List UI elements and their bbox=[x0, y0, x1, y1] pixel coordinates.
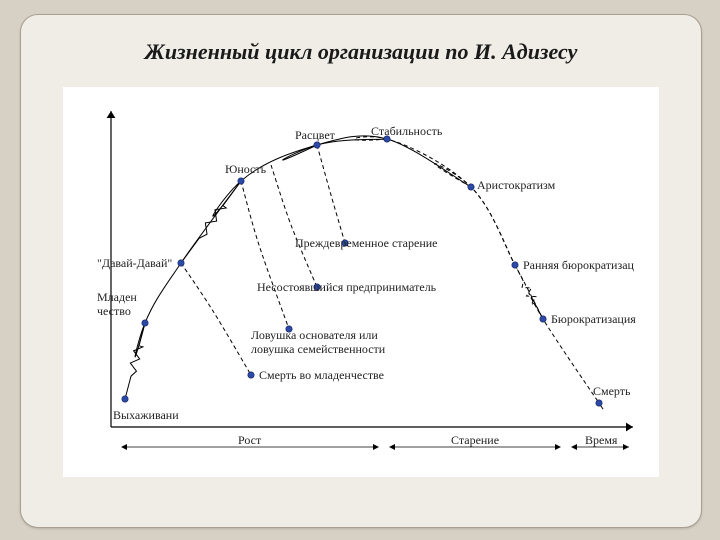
curve-point-label: Младенчество bbox=[97, 291, 137, 319]
curve-point-label: Выхаживани bbox=[113, 409, 179, 423]
curve-point-label: Стабильность bbox=[371, 125, 442, 139]
axis-section-label: Время bbox=[585, 433, 617, 448]
curve-point-label: Аристократизм bbox=[477, 179, 555, 193]
curve-point-label: Ранняя бюрократизац bbox=[523, 259, 634, 273]
lifecycle-chart: Смерть во младенчестве Ловушка основателя… bbox=[63, 87, 659, 477]
curve-point-label: Смерть во младенчестве bbox=[259, 369, 384, 383]
slide-frame: Жизненный цикл организации по И. Адизесу… bbox=[20, 14, 702, 528]
axis-section-label: Рост bbox=[238, 433, 261, 448]
slide-title: Жизненный цикл организации по И. Адизесу bbox=[21, 39, 701, 65]
curve-point-label: "Давай-Давай" bbox=[97, 257, 172, 271]
curve-point-label: Расцвет bbox=[295, 129, 335, 143]
curve-point-label: Несостоявшийся предприниматель bbox=[257, 281, 436, 295]
curve-point-label: Юность bbox=[225, 163, 266, 177]
curve-point-label: Преждевременное старение bbox=[295, 237, 437, 251]
curve-point-label: Бюрократизация bbox=[551, 313, 636, 327]
axis-section-label: Старение bbox=[451, 433, 499, 448]
curve-point-label: Ловушка основателя илиловушка семействен… bbox=[251, 329, 385, 357]
curve-point-label: Смерть bbox=[593, 385, 630, 399]
